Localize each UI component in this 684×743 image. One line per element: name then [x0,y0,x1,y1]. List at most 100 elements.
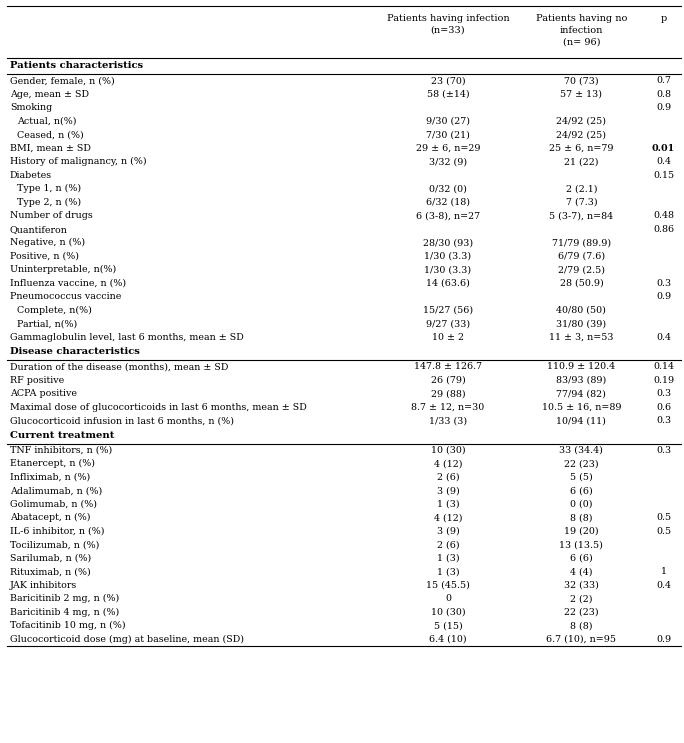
Text: 2/79 (2.5): 2/79 (2.5) [558,265,605,274]
Text: Glucocorticoid infusion in last 6 months, n (%): Glucocorticoid infusion in last 6 months… [10,416,234,425]
Text: 58 (±14): 58 (±14) [427,90,469,99]
Text: Age, mean ± SD: Age, mean ± SD [10,90,89,99]
Text: 10/94 (11): 10/94 (11) [557,416,606,425]
Text: 25 ± 6, n=79: 25 ± 6, n=79 [549,143,614,153]
Text: 147.8 ± 126.7: 147.8 ± 126.7 [414,363,482,372]
Text: 1/30 (3.3): 1/30 (3.3) [425,265,471,274]
Text: 0.19: 0.19 [653,376,674,385]
Text: Positive, n (%): Positive, n (%) [10,252,79,261]
Text: Influenza vaccine, n (%): Influenza vaccine, n (%) [10,279,126,288]
Text: 23 (70): 23 (70) [431,77,465,85]
Text: 0.48: 0.48 [653,211,674,220]
Text: 2 (6): 2 (6) [436,473,460,481]
Text: Baricitinib 4 mg, n (%): Baricitinib 4 mg, n (%) [10,608,119,617]
Text: 0.01: 0.01 [652,143,675,153]
Text: Patients having no: Patients having no [536,14,627,23]
Text: 0/32 (0): 0/32 (0) [429,184,467,193]
Text: 7 (7.3): 7 (7.3) [566,198,597,207]
Text: 2 (2): 2 (2) [570,594,592,603]
Text: 0.8: 0.8 [656,90,671,99]
Text: 10 ± 2: 10 ± 2 [432,333,464,342]
Text: 6.4 (10): 6.4 (10) [429,635,467,643]
Text: TNF inhibitors, n (%): TNF inhibitors, n (%) [10,446,112,455]
Text: 10 (30): 10 (30) [431,608,465,617]
Text: Current treatment: Current treatment [10,431,114,440]
Text: IL-6 inhibitor, n (%): IL-6 inhibitor, n (%) [10,527,105,536]
Text: BMI, mean ± SD: BMI, mean ± SD [10,143,91,153]
Text: Negative, n (%): Negative, n (%) [10,239,85,247]
Text: Tofacitinib 10 mg, n (%): Tofacitinib 10 mg, n (%) [10,621,125,630]
Text: Type 1, n (%): Type 1, n (%) [17,184,81,193]
Text: Duration of the disease (months), mean ± SD: Duration of the disease (months), mean ±… [10,363,228,372]
Text: Actual, n(%): Actual, n(%) [17,117,77,126]
Text: 8 (8): 8 (8) [570,513,592,522]
Text: 77/94 (82): 77/94 (82) [557,389,606,398]
Text: p: p [660,14,667,23]
Text: RF positive: RF positive [10,376,64,385]
Text: 1 (3): 1 (3) [436,500,460,509]
Text: Golimumab, n (%): Golimumab, n (%) [10,500,97,509]
Text: 7/30 (21): 7/30 (21) [426,130,470,139]
Text: 15/27 (56): 15/27 (56) [423,306,473,315]
Text: Tocilizumab, n (%): Tocilizumab, n (%) [10,540,99,549]
Text: 24/92 (25): 24/92 (25) [556,117,607,126]
Text: History of malignancy, n (%): History of malignancy, n (%) [10,158,146,166]
Text: 10 (30): 10 (30) [431,446,465,455]
Text: 0.3: 0.3 [656,389,671,398]
Text: 0.3: 0.3 [656,416,671,425]
Text: 1 (3): 1 (3) [436,554,460,562]
Text: 14 (63.6): 14 (63.6) [426,279,470,288]
Text: 29 ± 6, n=29: 29 ± 6, n=29 [416,143,480,153]
Text: 0.14: 0.14 [653,363,674,372]
Text: 31/80 (39): 31/80 (39) [556,319,607,328]
Text: infection: infection [560,26,603,35]
Text: 6 (6): 6 (6) [570,554,593,562]
Text: Disease characteristics: Disease characteristics [10,348,140,357]
Text: 2 (6): 2 (6) [436,540,460,549]
Text: Gender, female, n (%): Gender, female, n (%) [10,77,115,85]
Text: ACPA positive: ACPA positive [10,389,77,398]
Text: 32 (33): 32 (33) [564,581,598,590]
Text: 57 ± 13): 57 ± 13) [560,90,603,99]
Text: 6.7 (10), n=95: 6.7 (10), n=95 [547,635,616,643]
Text: 8.7 ± 12, n=30: 8.7 ± 12, n=30 [411,403,485,412]
Text: 28/30 (93): 28/30 (93) [423,239,473,247]
Text: Infliximab, n (%): Infliximab, n (%) [10,473,90,481]
Text: 9/27 (33): 9/27 (33) [426,319,470,328]
Text: Patients characteristics: Patients characteristics [10,62,143,71]
Text: 24/92 (25): 24/92 (25) [556,130,607,139]
Text: 70 (73): 70 (73) [564,77,598,85]
Text: Type 2, n (%): Type 2, n (%) [17,198,81,207]
Text: 40/80 (50): 40/80 (50) [557,306,606,315]
Text: 1/30 (3.3): 1/30 (3.3) [425,252,471,261]
Text: 6 (6): 6 (6) [570,486,593,496]
Text: 4 (12): 4 (12) [434,459,462,468]
Text: 0.86: 0.86 [653,224,674,234]
Text: 26 (79): 26 (79) [431,376,465,385]
Text: Etanercept, n (%): Etanercept, n (%) [10,459,95,468]
Text: Abatacept, n (%): Abatacept, n (%) [10,513,90,522]
Text: 0: 0 [445,594,451,603]
Text: 5 (5): 5 (5) [570,473,593,481]
Text: (n=33): (n=33) [431,26,465,35]
Text: 6/79 (7.6): 6/79 (7.6) [558,252,605,261]
Text: 5 (3-7), n=84: 5 (3-7), n=84 [549,211,614,220]
Text: (n= 96): (n= 96) [563,38,600,47]
Text: 5 (15): 5 (15) [434,621,462,630]
Text: 1 (3): 1 (3) [436,567,460,577]
Text: 1/33 (3): 1/33 (3) [429,416,467,425]
Text: 3/32 (9): 3/32 (9) [429,158,467,166]
Text: Partial, n(%): Partial, n(%) [17,319,77,328]
Text: 3 (9): 3 (9) [436,527,460,536]
Text: 33 (34.4): 33 (34.4) [560,446,603,455]
Text: Uninterpretable, n(%): Uninterpretable, n(%) [10,265,116,274]
Text: 19 (20): 19 (20) [564,527,598,536]
Text: 6 (3-8), n=27: 6 (3-8), n=27 [416,211,480,220]
Text: 3 (9): 3 (9) [436,486,460,496]
Text: 0 (0): 0 (0) [570,500,592,509]
Text: 21 (22): 21 (22) [564,158,598,166]
Text: 1: 1 [661,567,666,577]
Text: 71/79 (89.9): 71/79 (89.9) [552,239,611,247]
Text: 15 (45.5): 15 (45.5) [426,581,470,590]
Text: 4 (12): 4 (12) [434,513,462,522]
